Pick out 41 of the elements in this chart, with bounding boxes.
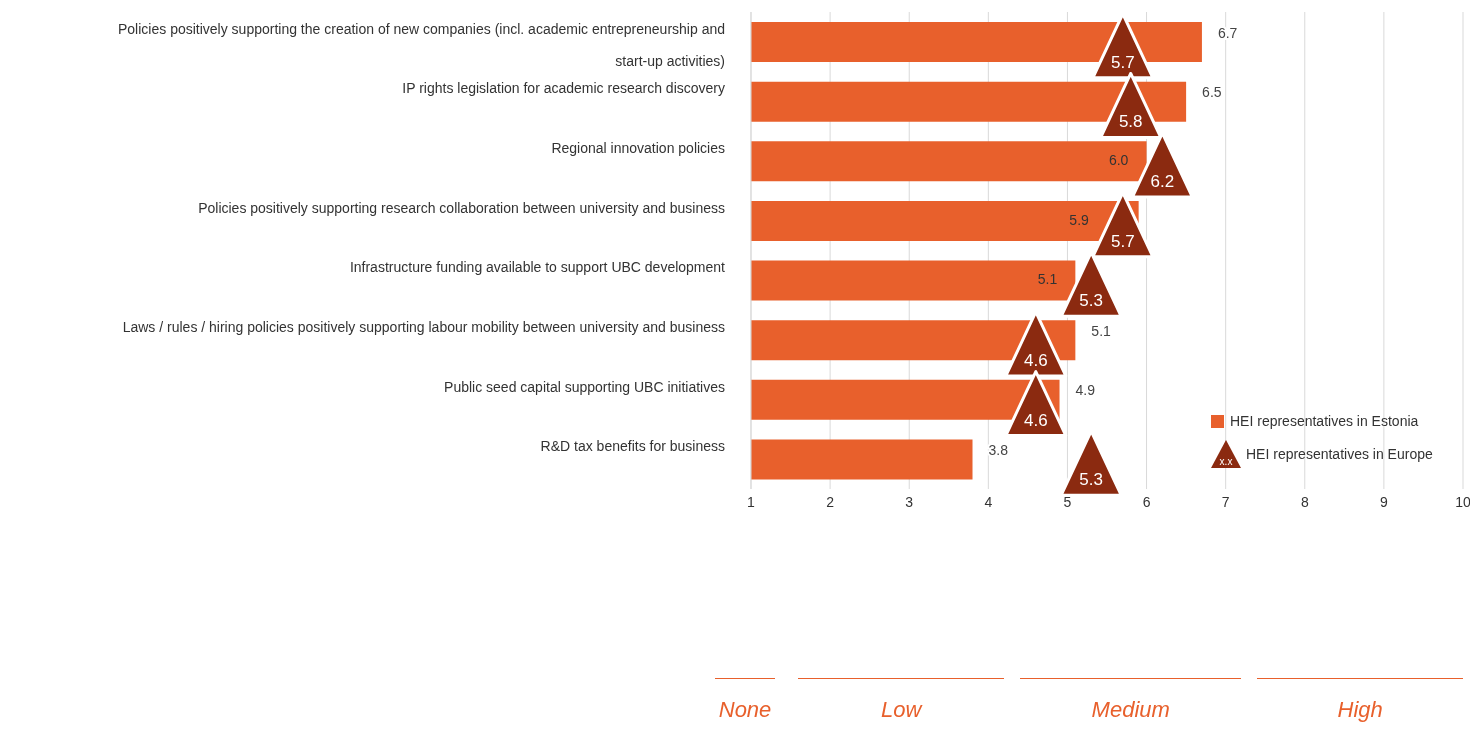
x-tick-label: 9 — [1379, 493, 1388, 510]
y-tick-label: Policies positively supporting research collaboration between university and business — [198, 199, 725, 216]
data-label: 5.9 — [1069, 211, 1090, 228]
data-label: 4.9 — [1075, 382, 1096, 399]
x-tick-label: 3 — [905, 493, 914, 510]
text: High — [1337, 697, 1383, 722]
data-label: 3.8 — [988, 442, 1009, 459]
y-tick-label: Laws / rules / hiring policies positively supporting labour mobility between university and business — [122, 318, 725, 335]
y-tick-label: Policies positively supporting the creation of new companies (incl. academic entrepreneurship and start-up activities) — [118, 20, 725, 69]
y-tick-label: IP rights legislation for academic research discovery — [402, 80, 725, 97]
x-tick-label: 7 — [1221, 493, 1230, 510]
y-tick-label: R&D tax benefits for business — [540, 438, 725, 455]
x-tick-label: 8 — [1300, 493, 1309, 510]
x-tick-label: 1 — [747, 493, 756, 510]
data-label: 6.7 — [1217, 24, 1238, 41]
data-label: 6.0 — [1108, 151, 1129, 168]
data-label: 5.1 — [1037, 271, 1058, 288]
y-tick-label: Public seed capital supporting UBC initiatives — [444, 378, 725, 395]
data-label: 5.1 — [1091, 322, 1112, 339]
data-label: 5.3 — [1079, 291, 1103, 311]
x-tick-label: 5 — [1063, 493, 1072, 510]
data-label: 6.2 — [1150, 172, 1175, 192]
legend-label: HEI representatives in Estonia — [1230, 413, 1419, 429]
legend-label: HEI representatives in Europe — [1246, 446, 1433, 462]
data-label: 5.7 — [1111, 231, 1135, 251]
data-label: 4.6 — [1023, 350, 1048, 370]
text: Low — [881, 697, 922, 722]
x-tick-label: 10 — [1455, 493, 1471, 510]
x-tick-label: 4 — [984, 493, 993, 510]
data-label: 4.6 — [1023, 410, 1048, 430]
data-label: 5.8 — [1118, 112, 1143, 132]
x-tick-label: 2 — [826, 493, 835, 510]
text: None — [718, 697, 772, 722]
data-label: 5.7 — [1111, 52, 1135, 72]
x-tick-label: 6 — [1142, 493, 1151, 510]
y-tick-label: Infrastructure funding available to support UBC development — [349, 259, 726, 276]
y-tick-label: Regional innovation policies — [551, 140, 725, 157]
data-label: 6.5 — [1202, 84, 1222, 101]
data-label: 5.3 — [1079, 470, 1103, 490]
text: Medium — [1091, 697, 1170, 722]
annotation: x.x — [1219, 456, 1233, 467]
